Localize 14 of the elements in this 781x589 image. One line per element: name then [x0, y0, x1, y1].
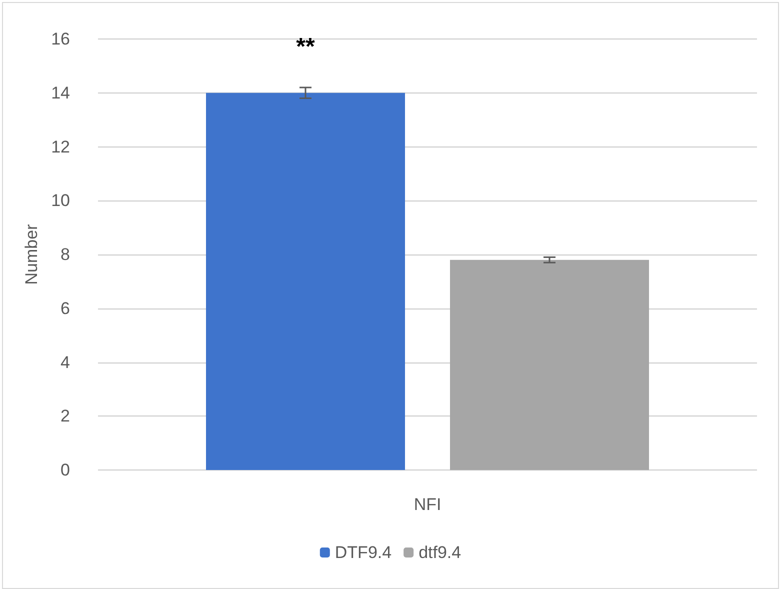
x-tick-label: NFI	[414, 495, 442, 514]
legend-label: dtf9.4	[418, 543, 462, 562]
y-tick-label: 14	[51, 83, 70, 102]
y-tick-label: 16	[51, 30, 70, 48]
y-tick-label: 2	[60, 406, 70, 426]
annotation: **	[296, 33, 316, 60]
y-tick-label: 8	[60, 245, 70, 264]
y-tick-label: 4	[60, 352, 70, 372]
legend-label: DTF9.4	[334, 543, 392, 562]
y-tick-label: 12	[51, 137, 70, 156]
y-tick-label: 10	[51, 191, 70, 210]
y-tick-label: 6	[60, 298, 70, 318]
y-tick-label: 0	[60, 460, 70, 480]
y-axis-title: Number	[22, 224, 42, 285]
